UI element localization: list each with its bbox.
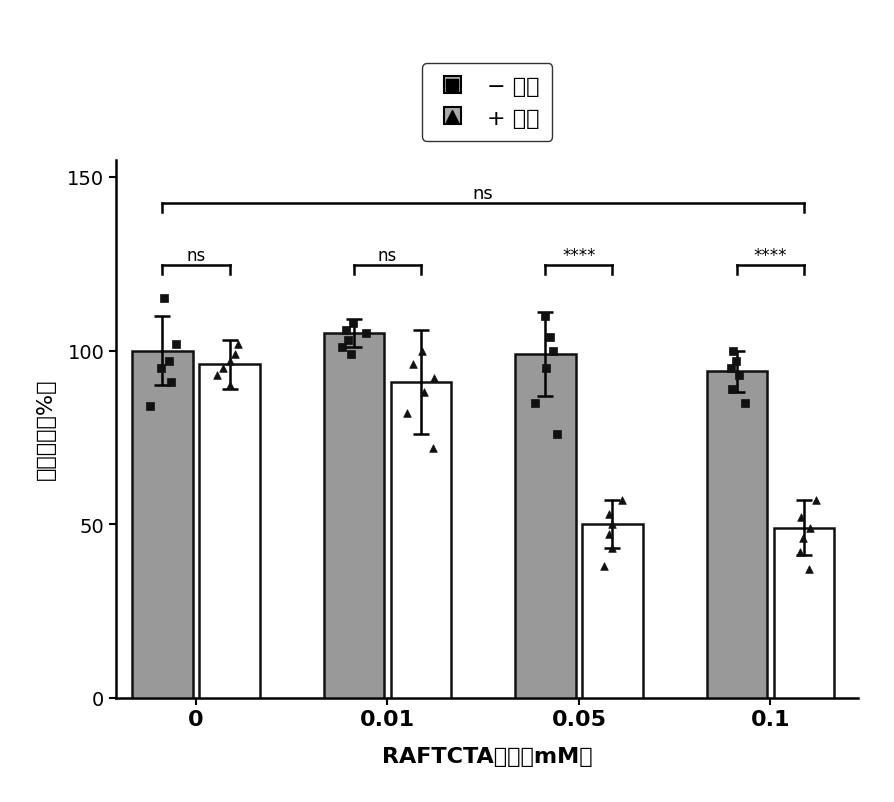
Bar [706, 372, 767, 698]
Point [550, 427, 564, 440]
Point [537, 310, 552, 323]
Point [343, 348, 358, 361]
Bar [773, 528, 834, 698]
Point [339, 324, 353, 337]
Bar [324, 334, 384, 698]
Point [545, 345, 560, 358]
Point [801, 563, 815, 576]
Point [156, 293, 171, 306]
Point [796, 532, 810, 545]
Point [795, 511, 809, 524]
Point [597, 560, 611, 573]
Point [729, 355, 743, 368]
Point [793, 545, 807, 558]
Bar [132, 351, 193, 698]
Point [162, 355, 176, 368]
Point [345, 317, 359, 330]
Point [358, 327, 373, 340]
Point [426, 442, 441, 455]
Bar [515, 354, 576, 698]
Point [169, 338, 183, 350]
Point [615, 494, 629, 507]
Point [406, 358, 420, 371]
Point [143, 400, 157, 413]
Text: ns: ns [186, 247, 206, 265]
Point [723, 362, 738, 375]
Point [724, 383, 738, 395]
Point [164, 376, 178, 389]
Point [808, 494, 822, 507]
Point [215, 362, 230, 375]
Point [334, 341, 349, 354]
Text: ****: **** [754, 247, 788, 265]
Bar [391, 383, 451, 698]
X-axis label: RAFTCTA浓度（mM）: RAFTCTA浓度（mM） [382, 746, 593, 766]
Point [602, 529, 616, 541]
Point [210, 369, 224, 382]
Point [231, 338, 245, 350]
Point [401, 407, 415, 420]
Point [539, 362, 553, 375]
Point [415, 345, 429, 358]
Point [223, 379, 237, 392]
Bar [582, 525, 643, 698]
Text: ns: ns [378, 247, 397, 265]
Bar [199, 365, 260, 698]
Point [738, 397, 752, 410]
Y-axis label: 细胞活性（%）: 细胞活性（%） [36, 379, 56, 480]
Point [803, 521, 817, 534]
Point [602, 508, 616, 520]
Point [227, 348, 241, 361]
Point [154, 362, 168, 375]
Text: ns: ns [473, 184, 493, 203]
Point [341, 334, 355, 347]
Text: ****: **** [562, 247, 595, 265]
Point [732, 369, 746, 382]
Point [426, 372, 441, 385]
Point [223, 355, 237, 368]
Point [605, 542, 620, 555]
Point [726, 345, 740, 358]
Point [544, 330, 558, 343]
Legend: − 光照, + 光照: − 光照, + 光照 [422, 64, 552, 142]
Point [417, 387, 431, 399]
Point [604, 518, 619, 531]
Point [527, 397, 542, 410]
